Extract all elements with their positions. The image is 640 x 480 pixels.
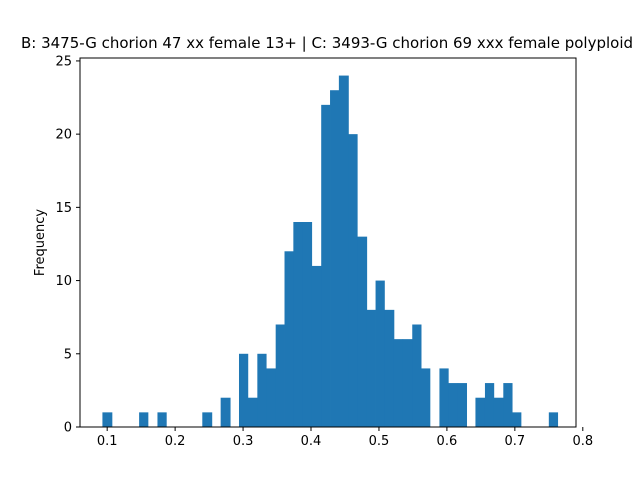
histogram-bar [457, 383, 468, 427]
x-tick-label: 0.3 [233, 434, 254, 449]
histogram-bar [266, 368, 277, 427]
histogram-bar [247, 397, 258, 427]
histogram-bar [439, 368, 449, 427]
y-tick-label: 5 [64, 347, 72, 362]
histogram-bar [493, 397, 504, 427]
histogram-bar [448, 383, 459, 427]
histogram-bar [548, 412, 559, 427]
histogram-bar [503, 383, 513, 427]
x-tick-label: 0.4 [301, 434, 322, 449]
plot-frame [79, 57, 577, 428]
histogram-bar [139, 412, 149, 427]
x-axis: 0.1 0.2 0.3 0.4 0.5 0.6 0.7 0.8 [97, 427, 593, 449]
x-tick-label: 0.2 [165, 434, 186, 449]
histogram-bar [202, 412, 213, 427]
histogram-bar [484, 383, 495, 427]
y-axis-label: Frequency [33, 209, 48, 276]
histogram-bar [220, 397, 231, 427]
x-tick-label: 0.8 [572, 434, 593, 449]
y-tick-label: 0 [64, 421, 72, 436]
y-tick-label: 15 [55, 201, 72, 216]
histogram-bar [321, 104, 331, 427]
histogram-bar [311, 265, 322, 427]
histogram-bar [157, 412, 167, 427]
histogram-bar [357, 236, 368, 427]
histogram-bar [384, 309, 395, 427]
histogram-bar [338, 75, 349, 428]
histogram-bar [330, 90, 340, 427]
y-tick-label: 20 [55, 128, 72, 143]
histogram-bar [238, 353, 249, 427]
histogram-bar [512, 412, 522, 427]
y-axis: 0 5 10 15 20 25 [55, 54, 80, 436]
histogram-bar [302, 222, 313, 427]
histogram-bar [475, 397, 486, 427]
x-tick-label: 0.1 [97, 434, 118, 449]
histogram-bar [257, 353, 267, 427]
x-tick-label: 0.7 [505, 434, 526, 449]
histogram-bar [284, 251, 294, 427]
chart-title: B: 3475-G chorion 47 xx female 13+ | C: … [21, 34, 633, 52]
histogram-bar [402, 339, 413, 427]
histogram-bar [412, 324, 422, 427]
histogram-bar [275, 324, 285, 427]
y-tick-label: 10 [55, 274, 72, 289]
x-tick-label: 0.6 [437, 434, 458, 449]
histogram-bar [366, 309, 376, 427]
histogram-bar [102, 412, 113, 427]
histogram-bar [421, 368, 431, 427]
bars-group [102, 75, 559, 428]
x-tick-label: 0.5 [369, 434, 390, 449]
histogram-bar [293, 222, 304, 427]
y-tick-label: 25 [55, 54, 72, 69]
histogram-bar [393, 339, 404, 427]
histogram-bar [348, 134, 358, 427]
histogram-bar [375, 280, 385, 427]
